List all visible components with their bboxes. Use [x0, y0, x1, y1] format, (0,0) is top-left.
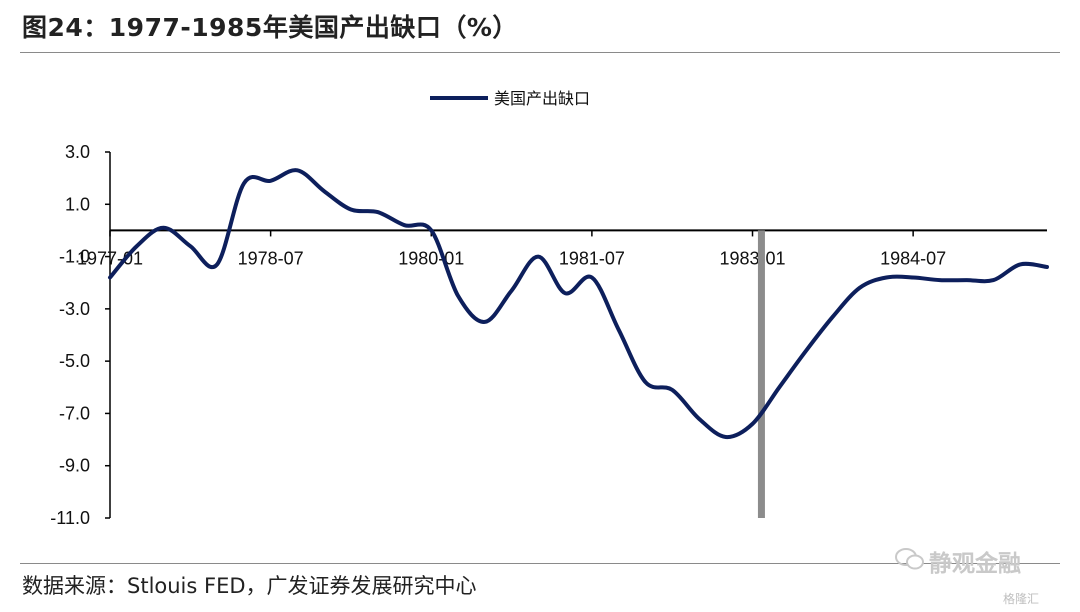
chart-title: 图24：1977-1985年美国产出缺口（%） — [22, 13, 518, 42]
series-layer — [108, 168, 1049, 440]
watermark: 静观金融 — [895, 546, 1021, 582]
legend-label: 美国产出缺口 — [494, 89, 590, 108]
chart-legend: 美国产出缺口 — [430, 89, 590, 108]
x-tick-label: 1978-07 — [238, 248, 304, 268]
y-tick-label: -1.0 — [59, 247, 90, 267]
x-tick-label: 1983-01 — [719, 248, 785, 268]
x-tick-label: 1980-01 — [398, 248, 464, 268]
title-divider — [20, 52, 1060, 53]
y-axis: 3.0 1.0 -1.0 -3.0 -5.0 -7.0 -9.0 -11.0 — [50, 142, 111, 528]
y-tick-label: 3.0 — [65, 142, 90, 162]
series-line-output-gap — [108, 168, 1049, 440]
wechat-icon — [895, 546, 925, 583]
y-tick-label: -3.0 — [59, 299, 90, 319]
y-tick-label: -9.0 — [59, 456, 90, 476]
y-tick-label: -5.0 — [59, 351, 90, 371]
source-note: 数据来源：Stlouis FED，广发证券发展研究中心 — [22, 574, 477, 598]
x-tick-label: 1977-01 — [77, 248, 143, 268]
y-tick-label: -11.0 — [50, 508, 90, 528]
y-tick-label: 1.0 — [65, 194, 90, 214]
x-tick-label: 1984-07 — [880, 248, 946, 268]
line-chart: 美国产出缺口 3.0 1.0 -1.0 -3.0 -5.0 -7.0 -9.0 -11.0 1… — [50, 89, 1049, 528]
watermark-small: 格隆汇 — [1003, 592, 1040, 606]
watermark-text: 静观金融 — [929, 551, 1021, 577]
y-tick-label: -7.0 — [59, 403, 90, 423]
x-tick-label: 1981-07 — [559, 248, 625, 268]
x-axis: 1977-01 1978-07 1980-01 1981-07 1983-01 1984-… — [77, 229, 1047, 268]
footer-divider — [20, 563, 1060, 564]
